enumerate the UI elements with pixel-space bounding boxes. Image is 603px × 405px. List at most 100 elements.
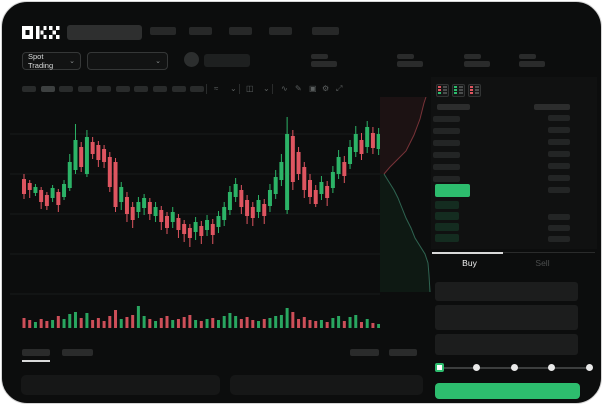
volume-bar xyxy=(348,317,352,328)
volume-bar xyxy=(188,315,192,328)
volume-bar xyxy=(125,317,129,328)
orderbook-bid-row[interactable] xyxy=(435,201,459,209)
orderbook-ask-row[interactable] xyxy=(433,140,460,146)
volume-bar xyxy=(56,316,60,328)
chart-bottom-tab[interactable] xyxy=(22,349,50,356)
candlestick xyxy=(353,134,358,152)
slider-stop-dot[interactable] xyxy=(585,364,593,371)
volume-bar xyxy=(308,320,312,328)
orderbook-ask-amount[interactable] xyxy=(548,163,570,169)
volume-bar xyxy=(319,320,323,328)
orderbook-ask-row[interactable] xyxy=(433,164,460,170)
volume-bar xyxy=(297,319,301,328)
chevron-down-icon[interactable]: ⌄ xyxy=(263,84,270,93)
orderbook-bid-row[interactable] xyxy=(435,234,459,242)
candlestick xyxy=(90,142,95,154)
tab-sell[interactable]: Sell xyxy=(535,258,550,268)
order-input-field[interactable] xyxy=(435,334,578,355)
candlestick xyxy=(267,190,272,206)
candlestick xyxy=(222,207,227,220)
buy-submit-button[interactable] xyxy=(435,383,580,399)
candlestick xyxy=(273,177,278,194)
nav-menu-item[interactable] xyxy=(189,27,212,35)
orderbook-combined-view-icon[interactable] xyxy=(436,84,449,97)
orderbook-ask-amount[interactable] xyxy=(548,115,570,121)
orderbook-ask-amount[interactable] xyxy=(548,151,570,157)
volume-bar xyxy=(262,319,266,328)
order-input-field[interactable] xyxy=(435,282,578,301)
orderbook-icon-line xyxy=(443,86,447,88)
order-input-field[interactable] xyxy=(435,305,578,330)
slider-stop-dot[interactable] xyxy=(548,364,555,371)
candlestick xyxy=(62,184,67,197)
slider-handle[interactable] xyxy=(434,363,444,372)
orderbook-icon-line xyxy=(459,89,463,91)
volume-bar xyxy=(33,322,37,328)
orderbook-ask-amount[interactable] xyxy=(548,139,570,145)
candlestick xyxy=(290,136,295,182)
bottom-info-panel xyxy=(230,375,423,395)
orderbook-ask-row[interactable] xyxy=(433,116,460,122)
timeframe-button[interactable] xyxy=(78,86,93,92)
chevron-down-icon[interactable]: ⌄ xyxy=(230,84,237,93)
nav-menu-item[interactable] xyxy=(229,27,252,35)
orderbook-bid-amount[interactable] xyxy=(548,236,570,242)
candlestick xyxy=(130,207,135,220)
timeframe-button[interactable] xyxy=(96,86,111,92)
timeframe-button[interactable] xyxy=(59,86,74,92)
settings-gear-icon[interactable]: ⚙ xyxy=(322,84,330,93)
orderbook-ask-amount[interactable] xyxy=(548,175,570,181)
trendline-icon[interactable]: ∿ xyxy=(281,84,288,93)
orderbook-ask-row[interactable] xyxy=(433,128,460,134)
timeframe-button[interactable] xyxy=(171,86,186,92)
candlestick xyxy=(250,207,255,218)
timeframe-button[interactable] xyxy=(40,86,55,92)
ticker-stat-value xyxy=(519,61,545,67)
draw-pencil-icon[interactable]: ✎ xyxy=(295,84,302,93)
orderbook-ask-amount[interactable] xyxy=(548,187,570,193)
chart-footer-button[interactable] xyxy=(350,349,379,356)
orderbook-asks-view-icon[interactable] xyxy=(468,84,481,97)
market-type-dropdown[interactable]: Spot Trading ⌄ xyxy=(22,52,81,70)
orderbook-ask-row[interactable] xyxy=(433,152,460,158)
volume-bar xyxy=(257,321,261,328)
ticker-stat-value xyxy=(464,61,490,67)
ticker-stat-label xyxy=(311,54,328,59)
screenshot-camera-icon[interactable]: ▣ xyxy=(309,84,317,93)
orderbook-ask-amount[interactable] xyxy=(548,127,570,133)
nav-menu-item[interactable] xyxy=(269,27,292,35)
chart-footer-button[interactable] xyxy=(389,349,417,356)
candle-style-icon[interactable]: ◫ xyxy=(246,84,254,93)
candlestick xyxy=(84,137,89,174)
timeframe-button[interactable] xyxy=(190,86,205,92)
candlestick xyxy=(193,222,198,232)
nav-menu-item[interactable] xyxy=(150,27,176,35)
orderbook-icon-line xyxy=(475,89,479,91)
timeframe-button[interactable] xyxy=(115,86,130,92)
orderbook-ask-row[interactable] xyxy=(433,176,460,182)
chart-bottom-tab[interactable] xyxy=(62,349,93,356)
orderbook-bid-amount[interactable] xyxy=(548,214,570,220)
slider-stop-dot[interactable] xyxy=(510,364,518,371)
nav-menu-item[interactable] xyxy=(312,27,339,35)
pair-selector-dropdown[interactable]: ⌄ xyxy=(87,52,168,70)
orderbook-bid-amount[interactable] xyxy=(548,225,570,231)
volume-bar xyxy=(279,315,283,328)
orderbook-bids-view-icon[interactable] xyxy=(452,84,465,97)
tab-buy[interactable]: Buy xyxy=(462,258,477,268)
timeframe-button[interactable] xyxy=(152,86,167,92)
candlestick xyxy=(245,200,250,216)
candlestick xyxy=(187,228,192,238)
volume-bar xyxy=(85,313,89,328)
orderbook-icon-line xyxy=(459,86,463,88)
timeframe-button[interactable] xyxy=(22,86,36,92)
slider-stop-dot[interactable] xyxy=(473,364,480,371)
search-input[interactable] xyxy=(67,25,142,40)
overlay-indicator-icon[interactable]: ≈ xyxy=(214,84,219,93)
orderbook-bid-row[interactable] xyxy=(435,212,459,220)
orderbook-icon-line xyxy=(475,86,479,88)
fullscreen-expand-icon[interactable]: ⤢ xyxy=(336,84,343,93)
orderbook-bid-row[interactable] xyxy=(435,223,459,231)
timeframe-button[interactable] xyxy=(134,86,149,92)
active-tab-underline xyxy=(22,360,50,362)
